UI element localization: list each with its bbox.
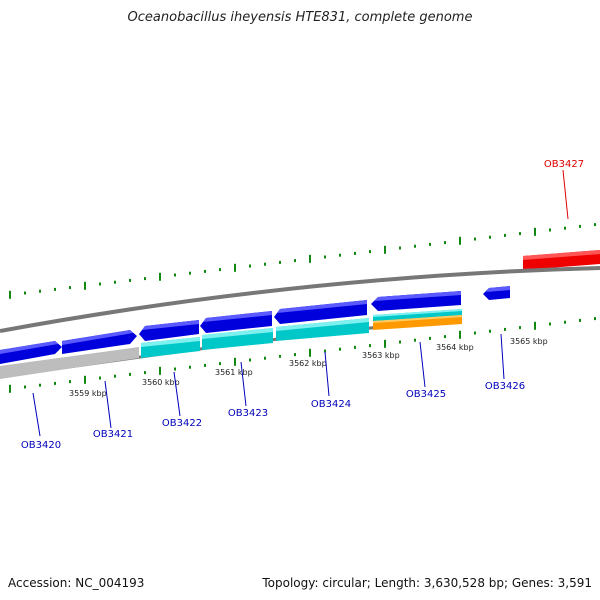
backbone-upper: [0, 266, 600, 333]
gene-feature-ob3423[interactable]: [200, 311, 272, 333]
gene-feature-ob3425[interactable]: [371, 291, 461, 311]
gene-label-ob3425[interactable]: OB3425: [406, 389, 446, 400]
scale-label: 3562 kbp: [289, 359, 327, 368]
genome-summary-text: Topology: circular; Length: 3,630,528 bp…: [262, 576, 592, 590]
accession-text: Accession: NC_004193: [8, 576, 145, 590]
gene-feature-ob3424[interactable]: [274, 300, 367, 324]
gene-label-ob3427[interactable]: OB3427: [544, 159, 584, 170]
gene-label-ob3426[interactable]: OB3426: [485, 381, 525, 392]
grey-feature: [0, 347, 139, 379]
scale-label: 3561 kbp: [215, 368, 253, 377]
scale-label: 3563 kbp: [362, 351, 400, 360]
gene-label-ob3421[interactable]: OB3421: [93, 429, 133, 440]
gene-feature-ob3426[interactable]: [483, 286, 510, 300]
orange-feature: [373, 315, 462, 330]
scale-labels: 3559 kbp 3560 kbp 3561 kbp 3562 kbp 3563…: [69, 337, 548, 398]
scale-label: 3564 kbp: [436, 343, 474, 352]
genome-title: Oceanobacillus iheyensis HTE831, complet…: [127, 10, 473, 25]
scale-label: 3565 kbp: [510, 337, 548, 346]
gene-label-ob3423[interactable]: OB3423: [228, 408, 268, 419]
gene-feature-ob3421[interactable]: [62, 330, 137, 354]
gene-feature-ob3422[interactable]: [139, 320, 199, 341]
scale-label: 3559 kbp: [69, 389, 107, 398]
gene-label-ob3424[interactable]: OB3424: [311, 399, 351, 410]
gene-label-leaders: [32, 333, 505, 437]
scale-label: 3560 kbp: [142, 378, 180, 387]
cyan-features: [141, 309, 462, 358]
inner-scale-ticks: [9, 317, 596, 393]
gene-feature-ob3420[interactable]: [0, 341, 62, 364]
gene-label-leader-ob3427: [562, 169, 569, 220]
outer-scale-ticks: [9, 223, 596, 299]
gene-label-ob3420[interactable]: OB3420: [21, 440, 61, 451]
gene-label-ob3422[interactable]: OB3422: [162, 418, 202, 429]
gene-feature-ob3427[interactable]: [523, 250, 600, 270]
